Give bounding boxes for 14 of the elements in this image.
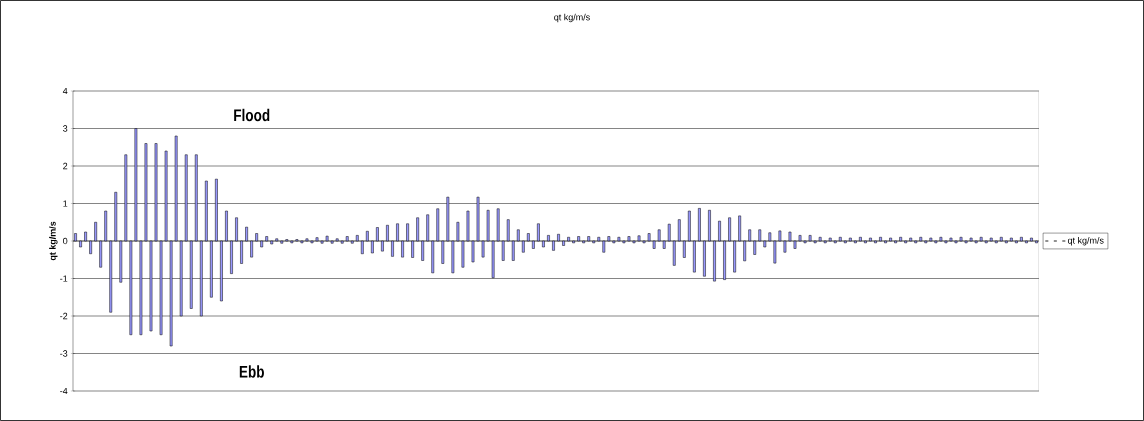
annotation: Flood: [234, 108, 270, 122]
y-tick-label: 3: [63, 125, 68, 132]
y-tick-label: 2: [63, 162, 68, 170]
y-tick-label: -2: [60, 312, 68, 320]
annotation: Ebb: [239, 365, 264, 378]
y-axis-title: qt kg/m/s: [49, 221, 58, 261]
y-tick-label: -4: [60, 387, 68, 395]
y-tick-label: -3: [60, 350, 68, 357]
legend-label: qt kg/m/s: [1067, 237, 1104, 246]
y-tick-label: 4: [62, 87, 68, 95]
y-tick-label: -1: [60, 275, 68, 282]
chart-title: qt kg/m/s: [554, 13, 590, 23]
y-tick-label: 1: [63, 200, 68, 207]
y-tick-label: 0: [63, 237, 68, 245]
